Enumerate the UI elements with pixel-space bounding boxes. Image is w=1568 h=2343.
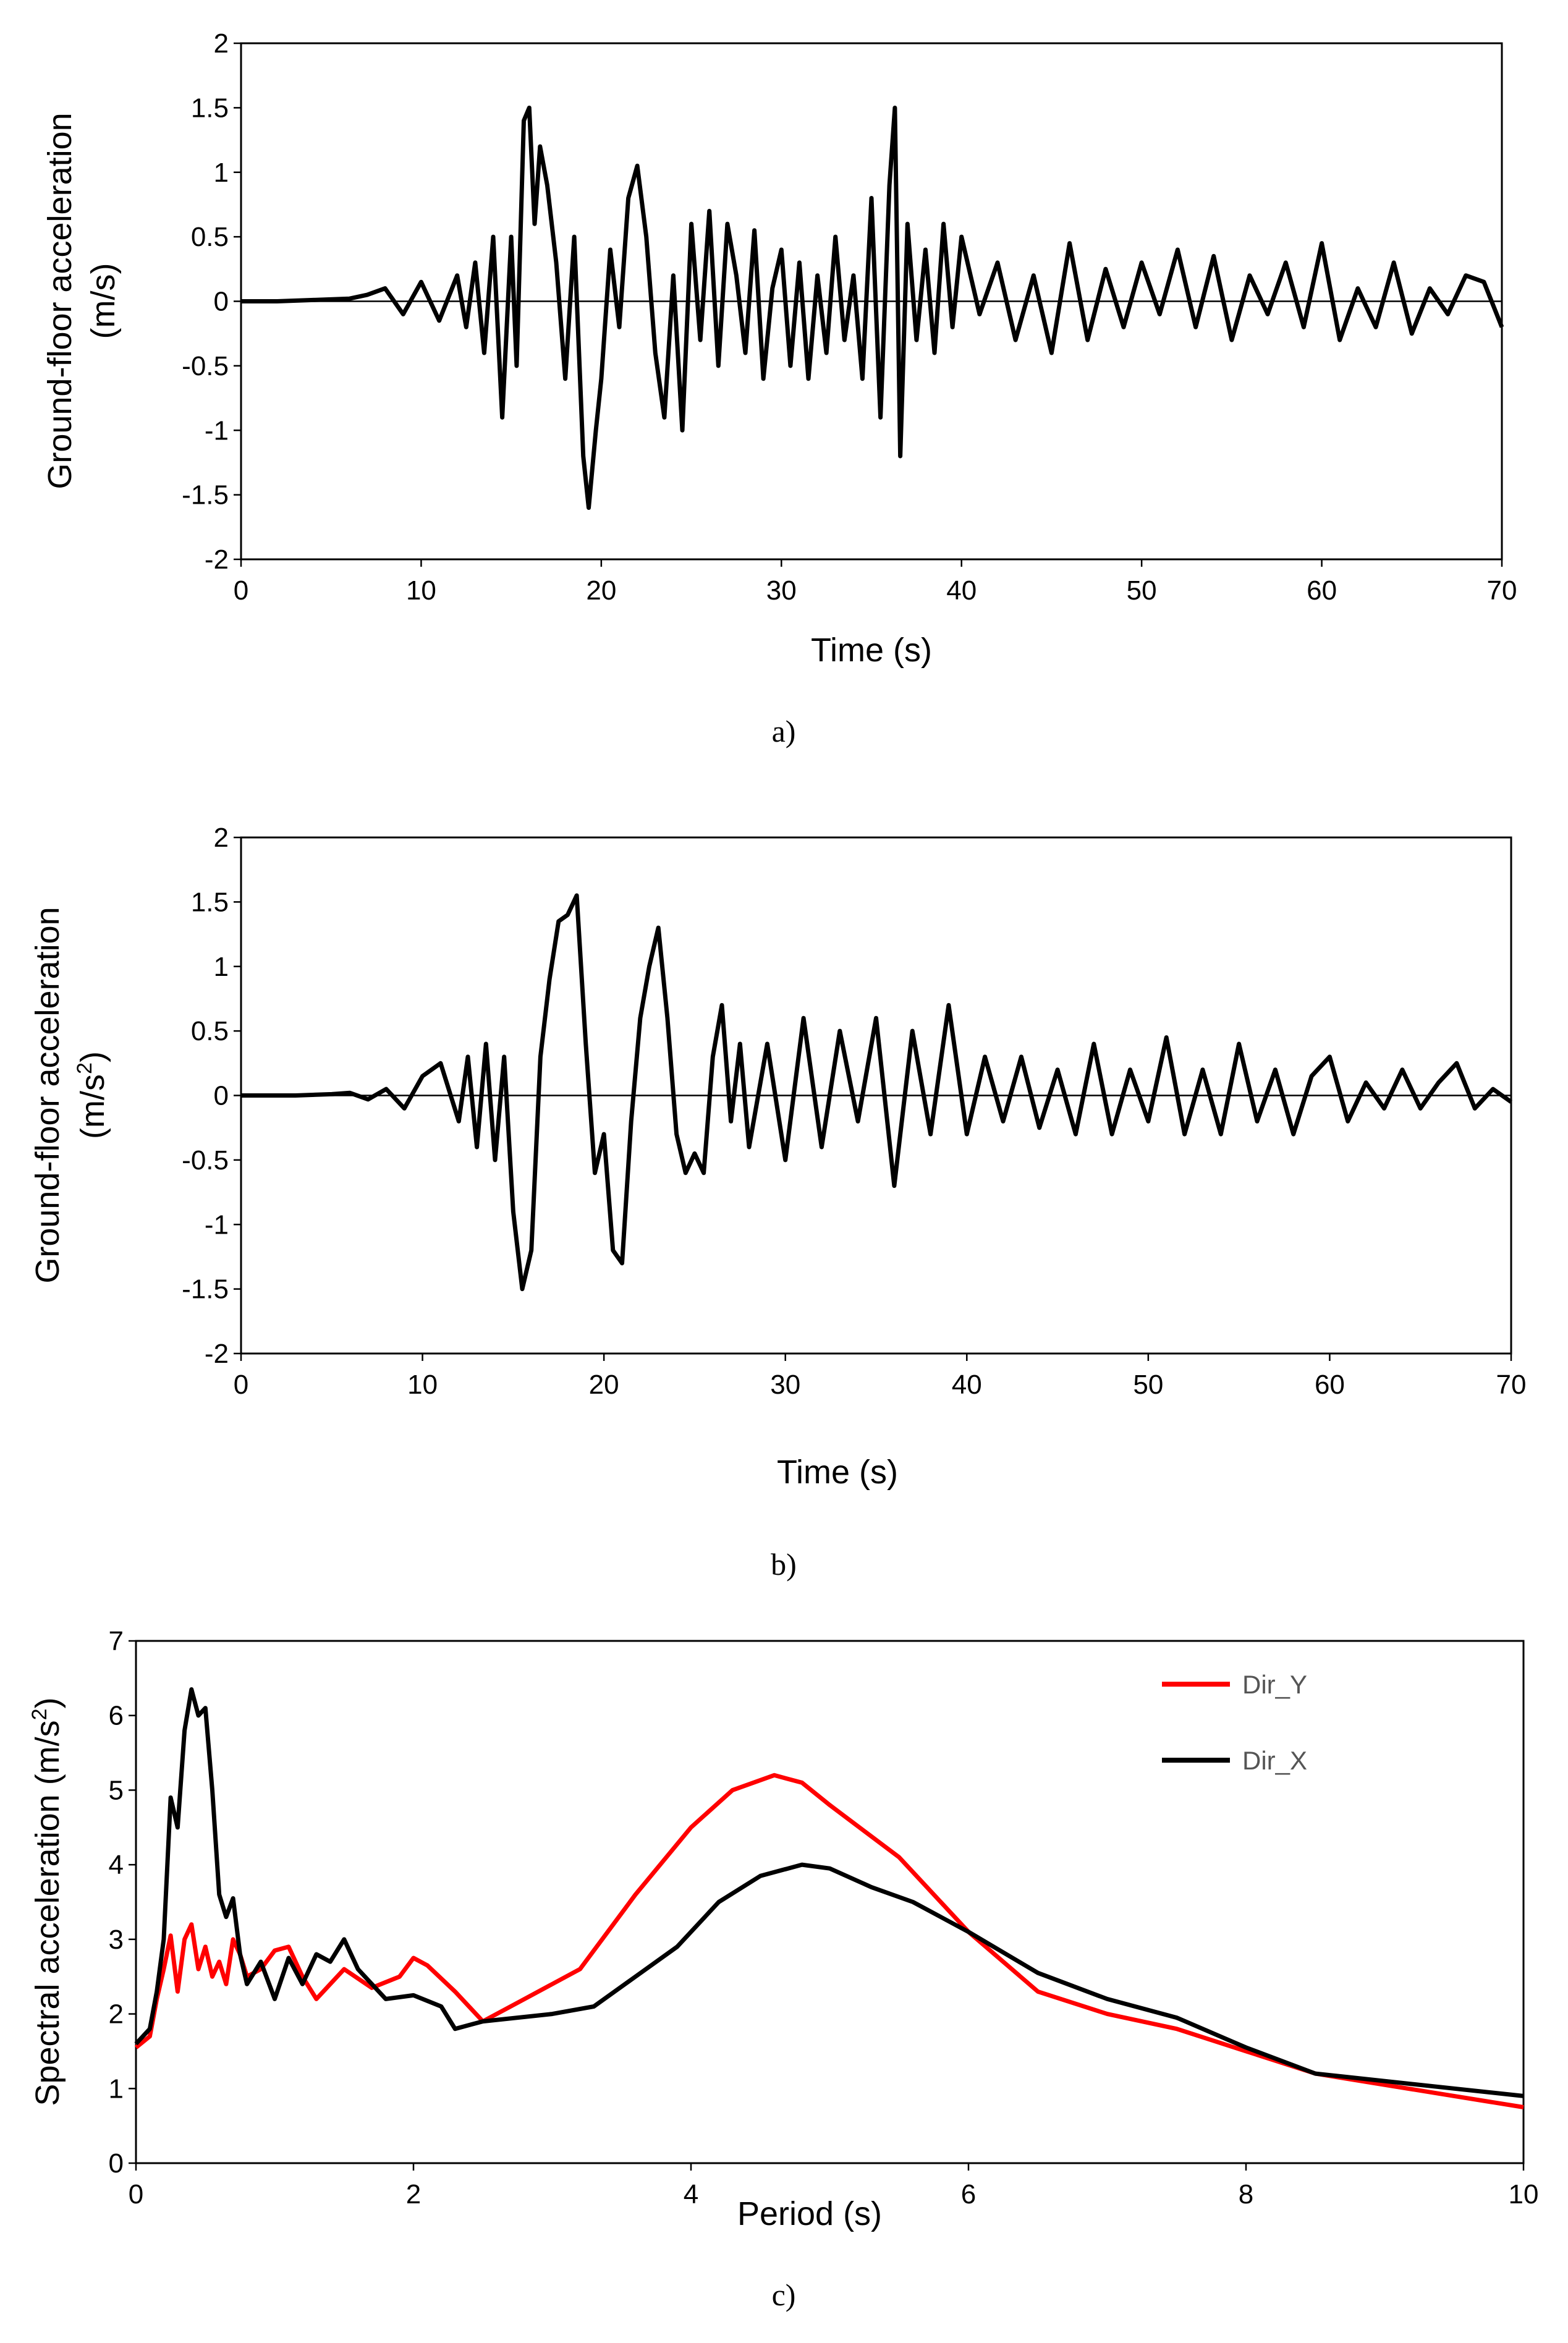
x-tick-label: 20 — [589, 1370, 619, 1400]
chart-b-x-axis-title: Time (s) — [777, 1454, 898, 1491]
y-tick-label: 1 — [214, 158, 229, 188]
caption-a: a) — [772, 714, 796, 748]
y-tick-label: 2 — [214, 28, 229, 59]
chart-b-y-axis-title-line2: (m/s2) — [73, 1051, 111, 1139]
x-tick-label: 30 — [770, 1370, 800, 1400]
chart-a-x-ticks: 0 10 20 30 40 50 60 70 — [234, 559, 1517, 606]
x-tick-label: 0 — [129, 2179, 143, 2210]
y-tick-label: 0.5 — [191, 1016, 229, 1046]
chart-a-y-axis-title-line2: (m/s) — [85, 263, 122, 339]
y-tick-label: 1.5 — [191, 887, 229, 917]
x-tick-label: 30 — [766, 575, 797, 606]
chart-c-series-dir-x — [134, 1687, 1524, 2098]
chart-a: -2 -1.5 -1 -0.5 0 0.5 1 1.5 2 0 10 20 30 40 50 60 70 Ti… — [41, 28, 1517, 748]
x-tick-label: 60 — [1315, 1370, 1345, 1400]
chart-c-ylabel-close: ) — [29, 1697, 66, 1708]
caption-b: b) — [771, 1547, 797, 1582]
chart-b-ylabel-sup: 2 — [73, 1062, 96, 1074]
chart-c-legend: Dir_Y Dir_X — [1162, 1670, 1307, 1775]
x-tick-label: 0 — [234, 1370, 248, 1400]
x-tick-label: 40 — [946, 575, 977, 606]
x-tick-label: 70 — [1496, 1370, 1527, 1400]
y-tick-label: -1.5 — [182, 480, 229, 511]
x-tick-label: 70 — [1487, 575, 1517, 606]
x-tick-label: 8 — [1239, 2179, 1253, 2210]
y-tick-label: 0 — [214, 287, 229, 317]
y-tick-label: 1 — [109, 2074, 124, 2104]
chart-c-x-axis-title: Period (s) — [737, 2195, 882, 2232]
chart-c-y-ticks: 0 1 2 3 4 5 6 7 — [109, 1626, 136, 2179]
y-tick-label: -0.5 — [182, 351, 229, 381]
x-tick-label: 4 — [684, 2179, 698, 2210]
chart-a-y-axis-title-line1: Ground-floor acceleration — [41, 112, 78, 489]
y-tick-label: -1 — [205, 415, 229, 446]
chart-b-ylabel-close: ) — [74, 1051, 111, 1062]
chart-a-x-axis-title: Time (s) — [811, 632, 932, 669]
y-tick-label: -1 — [205, 1210, 229, 1240]
chart-c-series-dir-y — [134, 1773, 1524, 2109]
y-tick-label: 3 — [109, 1925, 124, 1955]
chart-b-x-ticks: 0 10 20 30 40 50 60 70 — [234, 1354, 1527, 1400]
x-tick-label: 50 — [1127, 575, 1157, 606]
legend-label-dir-x: Dir_X — [1242, 1746, 1307, 1775]
y-tick-label: 1.5 — [191, 93, 229, 123]
x-tick-label: 50 — [1133, 1370, 1163, 1400]
x-tick-label: 10 — [406, 575, 436, 606]
chart-c-plot-area — [135, 1640, 1525, 2164]
legend-label-dir-y: Dir_Y — [1242, 1670, 1307, 1699]
chart-c-y-axis-title: Spectral acceleration (m/s2) — [28, 1697, 66, 2106]
y-tick-label: 1 — [214, 952, 229, 982]
y-tick-label: 0 — [109, 2148, 124, 2179]
y-tick-label: 5 — [109, 1775, 124, 1805]
y-tick-label: 6 — [109, 1701, 124, 1731]
y-tick-label: 0 — [214, 1081, 229, 1111]
y-tick-label: 0.5 — [191, 222, 229, 252]
x-tick-label: 0 — [234, 575, 248, 606]
y-tick-label: 2 — [214, 823, 229, 853]
x-tick-label: 40 — [952, 1370, 982, 1400]
x-tick-label: 60 — [1307, 575, 1337, 606]
chart-c-x-ticks: 0 2 4 6 8 10 — [129, 2163, 1539, 2210]
caption-c: c) — [772, 2277, 796, 2312]
y-tick-label: -0.5 — [182, 1145, 229, 1176]
y-tick-label: 4 — [109, 1850, 124, 1880]
chart-b-ylabel-unit: (m/s — [74, 1074, 111, 1139]
chart-b-y-axis-title-line1: Ground-floor acceleration — [29, 907, 66, 1283]
y-tick-label: 2 — [109, 1999, 124, 2030]
y-tick-label: -1.5 — [182, 1274, 229, 1305]
chart-a-series-line — [241, 105, 1504, 510]
chart-a-y-ticks: -2 -1.5 -1 -0.5 0 0.5 1 1.5 2 — [182, 28, 241, 575]
y-tick-label: 7 — [109, 1626, 124, 1656]
chart-c-ylabel-text: Spectral acceleration (m/s — [29, 1720, 66, 2106]
x-tick-label: 10 — [1509, 2179, 1539, 2210]
y-tick-label: -2 — [205, 544, 229, 575]
x-tick-label: 2 — [406, 2179, 421, 2210]
chart-c-ylabel-sup: 2 — [28, 1708, 51, 1720]
x-tick-label: 20 — [586, 575, 616, 606]
x-tick-label: 6 — [961, 2179, 976, 2210]
chart-b: -2 -1.5 -1 -0.5 0 0.5 1 1.5 2 0 10 20 30 40 50 60 70 Ti… — [29, 823, 1526, 1582]
chart-b-y-ticks: -2 -1.5 -1 -0.5 0 0.5 1 1.5 2 — [182, 823, 241, 1369]
x-tick-label: 10 — [407, 1370, 438, 1400]
y-tick-label: -2 — [205, 1339, 229, 1369]
chart-b-series-line — [241, 893, 1513, 1292]
